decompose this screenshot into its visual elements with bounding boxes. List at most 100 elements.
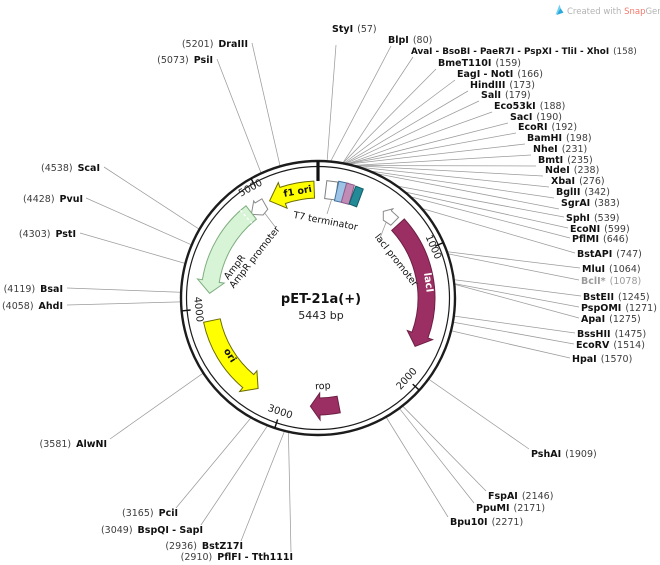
leader-line: [376, 173, 560, 210]
site-label-eco53ki: Eco53kI (188): [494, 101, 565, 112]
site-label-nhei: NheI (231): [533, 144, 587, 155]
leader-line: [370, 170, 555, 199]
leader-line: [66, 287, 181, 293]
leader-line: [103, 166, 200, 230]
rop-label: rop: [315, 381, 331, 393]
plasmid-name: pET-21a(+): [281, 292, 361, 307]
leader-line: [326, 44, 337, 161]
tick-label-4000: 4000: [191, 296, 204, 322]
leader-line: [344, 79, 456, 164]
site-label-bglii: BglII (342): [556, 187, 610, 198]
leader-line: [402, 406, 487, 492]
leader-line: [251, 42, 281, 166]
leader-line: [398, 185, 565, 218]
leader-line: [411, 196, 571, 239]
site-labels: StyI (57) BlpI (80) AvaI - BsoBI - PaeR7I …: [2, 24, 657, 563]
f1-ori-arrow: [268, 180, 316, 210]
leader-line: [379, 219, 388, 239]
leader-line: [447, 251, 581, 269]
site-label-sphi: SphI (539): [566, 213, 620, 224]
site-label-ndei: NdeI (238): [545, 165, 599, 176]
f1-ori-label: f1 ori: [283, 184, 313, 200]
leader-line: [200, 425, 268, 526]
site-label-blpi: BlpI (80): [388, 35, 432, 46]
leader-line: [348, 132, 517, 165]
plasmid-size: 5443 bp: [298, 309, 343, 322]
leader-line: [454, 279, 582, 297]
site-label-alwni: (3581) AlwNI: [40, 439, 107, 450]
leader-line: [79, 232, 186, 264]
leader-line: [453, 321, 575, 345]
site-label-draiii: (5201) DraIII: [182, 39, 248, 50]
leader-line: [85, 197, 192, 246]
site-label-hindiii: HindIII (173): [470, 80, 535, 91]
tick-mark: [274, 419, 279, 429]
leader-line: [342, 68, 437, 164]
snapgene-logo-icon: [555, 4, 564, 15]
leader-line: [354, 165, 537, 167]
ampr-promoter-arrow: [250, 198, 269, 216]
leader-line: [240, 431, 285, 542]
site-label-xbai: XbaI (276): [551, 176, 605, 187]
site-label-psti: (4303) PstI: [19, 229, 76, 240]
leader-line: [66, 301, 181, 306]
leader-line: [386, 417, 449, 518]
leader-line: [451, 330, 571, 359]
leader-line: [399, 408, 475, 504]
t7-terminator-label: T7 terminator: [291, 210, 358, 233]
leader-line: [342, 56, 414, 163]
site-label-pflmi: PflMI (646): [572, 234, 629, 245]
site-label-saci: SacI (190): [510, 112, 562, 123]
leader-line: [454, 315, 576, 334]
site-label-psii: (5073) PsiI: [157, 55, 213, 66]
site-label-ahdi: (4058) AhdI: [2, 301, 63, 312]
laci-promoter-arrow: [382, 207, 400, 226]
tick-mark: [181, 309, 191, 312]
tick-mark: [412, 383, 420, 391]
leader-line: [349, 143, 526, 165]
leader-line: [422, 208, 576, 254]
site-label-fspai: FspAI (2146): [488, 491, 553, 502]
site-label-ecori: EcoRI (192): [518, 122, 577, 133]
tick-label-2000: 2000: [395, 366, 420, 392]
site-label-avai-group: AvaI - BsoBI - PaeR7I - PspXI - TliI - X…: [411, 47, 637, 57]
credit: Created with SnapGene®: [555, 4, 660, 17]
leader-lines: [66, 42, 582, 553]
leader-line: [454, 284, 580, 319]
leader-line: [428, 379, 530, 450]
features: [196, 180, 436, 422]
leader-line: [361, 167, 550, 188]
tick-mark: [250, 178, 257, 187]
site-label-bmet110i: BmeT110I (159): [438, 58, 521, 69]
leader-line: [347, 122, 509, 165]
leader-line: [354, 154, 532, 166]
site-label-sali: SalI (179): [481, 90, 531, 101]
leader-line: [355, 165, 544, 177]
credit-text: Created with SnapGene®: [567, 7, 660, 17]
epitope-tag-box: [340, 182, 355, 206]
rop-arrow: [309, 391, 341, 422]
site-label-econi: EcoNI (599): [570, 224, 630, 235]
laci-label: lacI: [421, 272, 435, 293]
ori-arrow: [203, 318, 259, 393]
leader-line: [109, 372, 204, 440]
site-label-hpai: HpaI (1570): [572, 354, 632, 365]
tick-mark: [434, 241, 444, 247]
site-label-eagi-noti: EagI - NotI (166): [457, 69, 543, 80]
leader-line: [346, 100, 480, 164]
site-label-bpu10i: Bpu10I (2271): [450, 517, 523, 528]
tick-label-5000: 5000: [237, 177, 265, 199]
leader-line: [264, 213, 277, 229]
site-label-sgrai: SgrAI (383): [561, 198, 620, 209]
site-label-bsteii: BstEII (1245): [583, 292, 650, 303]
site-label-bspqi-sapi: (3049) BspQI - SapI: [101, 525, 203, 536]
tick-label-3000: 3000: [266, 403, 294, 421]
ampr-arrow: [196, 205, 258, 294]
site-label-ppumi: PpuMI (2171): [476, 503, 545, 514]
site-label-styi: StyI (57): [332, 24, 377, 35]
site-label-ecorv: EcoRV (1514): [576, 340, 645, 351]
t7-promoter-box: [348, 185, 364, 208]
site-label-pvui: (4428) PvuI: [23, 194, 83, 205]
leader-line: [448, 253, 580, 281]
